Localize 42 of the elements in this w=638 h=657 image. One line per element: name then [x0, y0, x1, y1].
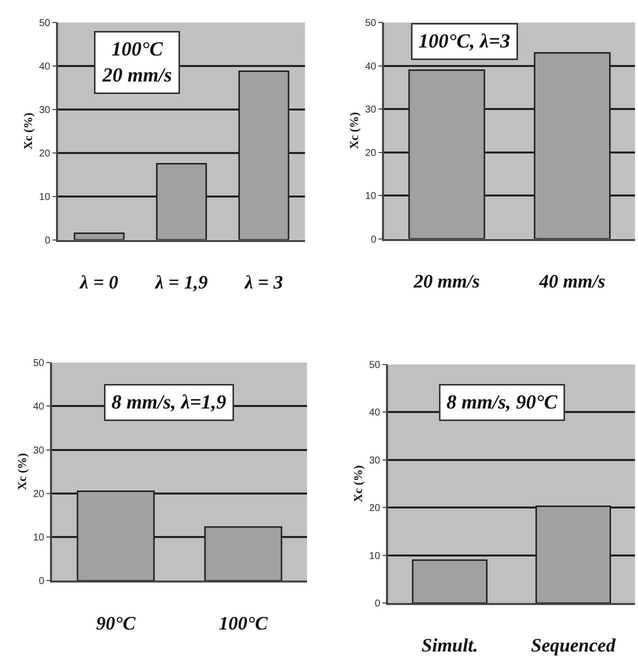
chart-title: 100°C, λ=3 — [418, 30, 510, 52]
y-tick-label: 40 — [33, 402, 45, 413]
y-axis-title: Xc (%) — [346, 112, 361, 150]
y-tick-label: 30 — [33, 445, 45, 456]
y-tick-label: 30 — [39, 104, 51, 116]
x-tick-label: 100°C — [218, 613, 268, 634]
y-tick-label: 50 — [369, 360, 381, 371]
y-tick-label: 20 — [365, 148, 377, 159]
x-tick-label: Sequenced — [531, 636, 616, 657]
y-axis-title: Xc (%) — [20, 112, 35, 150]
y-tick-label: 20 — [39, 148, 51, 160]
y-tick-label: 0 — [374, 598, 381, 610]
y-tick-label: 30 — [365, 104, 377, 116]
text: 100°C 20 mm/s — [102, 38, 172, 86]
y-tick-label: 0 — [370, 234, 377, 246]
y-tick-label: 40 — [365, 61, 377, 72]
y-tick-label: 50 — [33, 358, 45, 370]
y-tick-label: 10 — [39, 192, 51, 203]
y-tick-label: 30 — [369, 455, 381, 466]
y-tick-label: 50 — [365, 18, 377, 30]
x-tick-label: λ = 3 — [244, 272, 283, 294]
x-tick-label: 40 mm/s — [538, 271, 606, 292]
x-tick-label: 90°C — [96, 613, 136, 634]
y-tick-label: 10 — [369, 550, 381, 562]
y-tick-label: 20 — [369, 503, 381, 514]
y-tick-label: 0 — [44, 235, 51, 246]
y-tick-label: 20 — [33, 488, 45, 500]
x-tick-label: λ = 1,9 — [154, 272, 208, 294]
y-tick-label: 40 — [39, 61, 51, 72]
y-axis-title: Xc (%) — [350, 465, 365, 502]
x-tick-label: λ = 0 — [79, 272, 119, 294]
text: 8 mm/s, λ=1,9 — [112, 392, 226, 414]
bar — [74, 232, 125, 240]
y-tick-label: 0 — [38, 576, 45, 588]
y-tick-label: 10 — [33, 532, 45, 544]
y-tick-label: 40 — [369, 408, 381, 419]
x-tick-label: Simult. — [422, 636, 478, 657]
y-axis-title: Xc (%) — [14, 453, 29, 490]
y-tick-label: 50 — [39, 18, 51, 30]
x-tick-label: 20 mm/s — [412, 271, 480, 292]
y-tick-label: 10 — [365, 191, 377, 202]
text: 8 mm/s, 90°C — [446, 392, 558, 414]
